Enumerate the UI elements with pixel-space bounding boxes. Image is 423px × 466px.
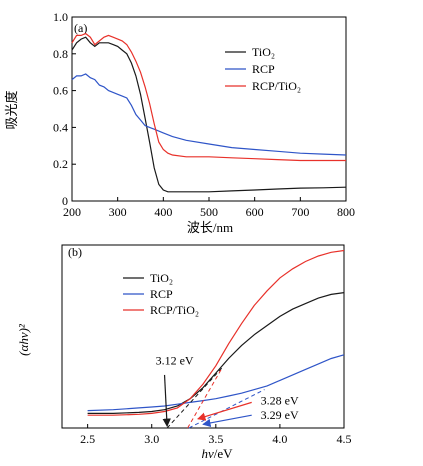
panel-b-xtick-label: 3.0 <box>144 432 159 446</box>
panel-b-series-line <box>87 354 345 412</box>
panel-a-legend-label: TiO₂ <box>252 45 275 59</box>
panel-a-ytick-label: 0.8 <box>53 47 68 61</box>
panel-a-ytick-label: 0.2 <box>53 157 68 171</box>
panel-b-legend: TiO₂ RCP RCP/TiO₂ <box>123 271 199 317</box>
panel-a-xtick-label: 700 <box>291 205 309 219</box>
panel-b-legend-label: RCP <box>150 287 173 301</box>
panel-a-series-line <box>71 73 347 156</box>
panel-a-xtick-label: 600 <box>246 205 264 219</box>
panel-a-xtick-label: 400 <box>154 205 172 219</box>
panel-a-series-line <box>71 36 347 193</box>
panel-a-ytick-label: 0 <box>62 194 68 208</box>
panel-a-xlabel: 波长/nm <box>187 220 233 235</box>
panel-a-ytick-label: 0.4 <box>53 120 68 134</box>
panel-b-annotation-arrow <box>197 401 252 421</box>
panel-b-frame <box>61 244 345 429</box>
panel-b-annotation-arrow <box>202 414 252 428</box>
panel-b-legend-label: RCP/TiO₂ <box>150 303 199 317</box>
panel-a-ytick-label: 0.6 <box>53 84 68 98</box>
panel-b-label: (b) <box>68 245 82 259</box>
panel-a-xtick-label: 300 <box>109 205 127 219</box>
panel-a-legend: TiO₂ RCP RCP/TiO₂ <box>225 45 301 93</box>
panel-b-annotation-arrow <box>162 374 171 428</box>
panel-b-series-line <box>87 292 345 414</box>
panel-b-series-line <box>87 249 345 416</box>
panel-a-xtick-label: 800 <box>337 205 355 219</box>
panel-a-xtick-label: 200 <box>63 205 81 219</box>
panel-b-xlabel-var: hν <box>201 446 214 461</box>
panel-b-tangent-line <box>187 367 223 429</box>
panel-b-tangent-line <box>166 367 223 429</box>
panel-b-xtick-label: 4.5 <box>337 432 352 446</box>
panel-b-ylabel: (αhν)² <box>16 323 31 356</box>
panel-a: (a) 吸光度 波长/nm TiO₂ RCP RCP/TiO₂ 200 300 400 5… <box>4 10 355 235</box>
panel-b: (b) (αhν)² hν/eV TiO₂ RCP RCP/TiO₂ 2.5 3.0 3… <box>16 244 352 461</box>
panel-b-annotation-label: 3.28 eV <box>261 394 299 408</box>
panel-b-annotation-label: 3.12 eV <box>156 353 194 367</box>
panel-b-xtick-label: 2.5 <box>80 432 95 446</box>
panel-b-xlabel-unit: /eV <box>214 446 233 461</box>
panel-b-annotation-label: 3.29 eV <box>261 408 299 422</box>
panel-a-legend-label: RCP <box>252 62 275 76</box>
panel-a-legend-label: RCP/TiO₂ <box>252 79 301 93</box>
panel-a-ylabel: 吸光度 <box>4 90 19 129</box>
panel-b-legend-label: TiO₂ <box>150 271 173 285</box>
panel-a-ytick-label: 1.0 <box>53 10 68 24</box>
panel-a-xtick-label: 500 <box>200 205 218 219</box>
panel-b-xtick-label: 4.0 <box>272 432 287 446</box>
panel-a-series-line <box>71 32 346 162</box>
panel-a-label: (a) <box>74 21 87 35</box>
panel-b-xlabel: hν/eV <box>201 446 233 461</box>
panel-b-xtick-label: 3.5 <box>208 432 223 446</box>
panel-b-tangent-line <box>188 389 265 429</box>
